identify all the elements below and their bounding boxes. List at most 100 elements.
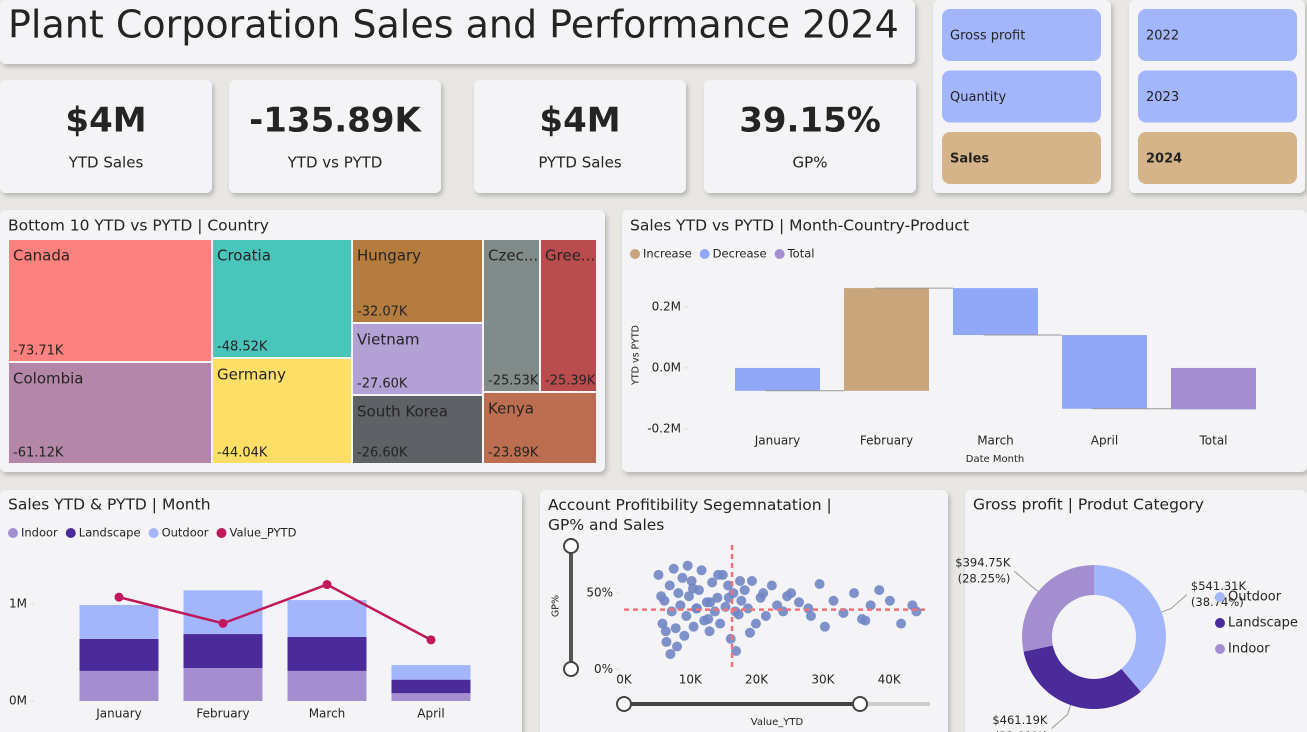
x-tick-label: March — [309, 707, 346, 721]
scatter-point — [723, 580, 734, 591]
kpi-label: GP% — [793, 154, 828, 172]
scatter-point — [746, 575, 757, 586]
legend-marker — [630, 249, 640, 259]
legend-marker — [1215, 618, 1225, 628]
leader-line — [1161, 594, 1188, 613]
slicer-button[interactable] — [1138, 132, 1297, 184]
donut-slice — [1022, 565, 1094, 652]
stacked-bar — [287, 670, 367, 701]
card — [0, 80, 212, 193]
stacked-bar — [391, 665, 471, 680]
x-tick-label: 20K — [745, 673, 769, 687]
legend-label: Landscape — [79, 526, 141, 540]
data-label: (33.01%) — [995, 729, 1048, 732]
y-axis-title: GP% — [551, 595, 562, 617]
scatter-point — [778, 606, 789, 617]
scatter-point — [707, 577, 718, 588]
chart-title: Bottom 10 YTD vs PYTD | Country — [8, 217, 269, 235]
cell-label: Canada — [13, 247, 70, 265]
line-point — [218, 618, 228, 628]
cell-label: Croatia — [217, 247, 271, 265]
leader-line — [1014, 570, 1039, 592]
x-tick-label: 40K — [878, 673, 902, 687]
stacked-bar — [183, 634, 263, 669]
scatter-point — [672, 641, 683, 652]
stacked-bar — [391, 693, 471, 701]
cell-value: -32.07K — [357, 305, 408, 320]
slicer-button[interactable] — [942, 70, 1101, 123]
scatter-point — [681, 611, 692, 621]
x-tick-label: February — [196, 707, 249, 721]
scatter-point — [703, 614, 714, 625]
waterfall-bar — [952, 288, 1039, 336]
scatter-point — [744, 627, 755, 638]
cell-value: -25.39K — [545, 374, 596, 389]
slicer-button[interactable] — [1138, 9, 1297, 61]
kpi-value: -135.89K — [249, 101, 422, 141]
slicer-button[interactable] — [942, 132, 1101, 184]
stacked-bar — [287, 600, 367, 637]
stacked-bar — [79, 638, 159, 671]
scatter-point — [736, 595, 747, 606]
cell-value: -73.71K — [13, 344, 64, 359]
scatter-point — [653, 569, 664, 580]
cell-value: -48.52K — [217, 340, 268, 355]
legend-marker — [65, 528, 76, 538]
cell-label: Germany — [217, 366, 286, 384]
scatter-point — [760, 611, 771, 621]
stacked-bar — [183, 668, 263, 701]
legend-label: Outdoor — [162, 526, 209, 540]
scatter-point — [682, 560, 693, 571]
slicer-button[interactable] — [1138, 70, 1297, 123]
treemap-cell — [353, 240, 482, 322]
cell-label: Colombia — [13, 370, 84, 388]
chart-title: Gross profit | Produt Category — [973, 496, 1204, 514]
legend-label: Value_PYTD — [230, 526, 297, 540]
scatter-point — [656, 591, 667, 602]
slicer-label: 2022 — [1146, 29, 1179, 44]
kpi-value: $4M — [539, 101, 620, 141]
scatter-point — [696, 565, 707, 576]
treemap-cell — [9, 363, 211, 463]
cell-label: Kenya — [488, 400, 534, 418]
x-tick-label: April — [1091, 434, 1118, 448]
x-tick-label: March — [977, 434, 1014, 448]
waterfall-bar — [843, 288, 930, 391]
waterfall-bar — [734, 367, 821, 391]
scatter-point — [686, 575, 697, 586]
x-tick-label: January — [754, 434, 801, 448]
scatter-point — [758, 588, 769, 599]
x-tick-label: Total — [1198, 434, 1227, 448]
scatter-point — [782, 591, 793, 602]
legend-marker — [1215, 592, 1225, 602]
scatter-point — [668, 563, 679, 574]
slicer-label: Quantity — [950, 90, 1006, 105]
legend-label: Indoor — [1228, 642, 1270, 657]
scatter-point — [666, 606, 677, 617]
cell-label: South Korea — [357, 403, 448, 421]
kpi-label: YTD vs PYTD — [287, 154, 383, 172]
scatter-point — [670, 623, 681, 634]
cell-value: -26.60K — [357, 446, 408, 461]
scatter-point — [660, 626, 671, 637]
scatter-point — [665, 649, 676, 660]
scatter-point — [713, 569, 724, 580]
scatter-point — [731, 646, 742, 657]
slicer-button[interactable] — [942, 9, 1101, 61]
legend-marker — [774, 249, 785, 259]
scatter-point — [896, 618, 907, 629]
legend-label: Increase — [643, 247, 692, 261]
card — [0, 0, 915, 64]
chart-title: Sales YTD & PYTD | Month — [8, 496, 211, 514]
scatter-point — [794, 597, 805, 608]
legend-label: Indoor — [21, 526, 58, 540]
data-label: $461.19K — [992, 713, 1048, 727]
scatter-point — [664, 580, 675, 591]
cell-label: Hungary — [357, 247, 421, 265]
kpi-value: 39.15% — [739, 101, 881, 141]
legend-label: Decrease — [713, 247, 767, 261]
scatter-point — [712, 592, 723, 603]
cell-label: Vietnam — [357, 331, 420, 349]
scatter-point — [679, 630, 690, 641]
